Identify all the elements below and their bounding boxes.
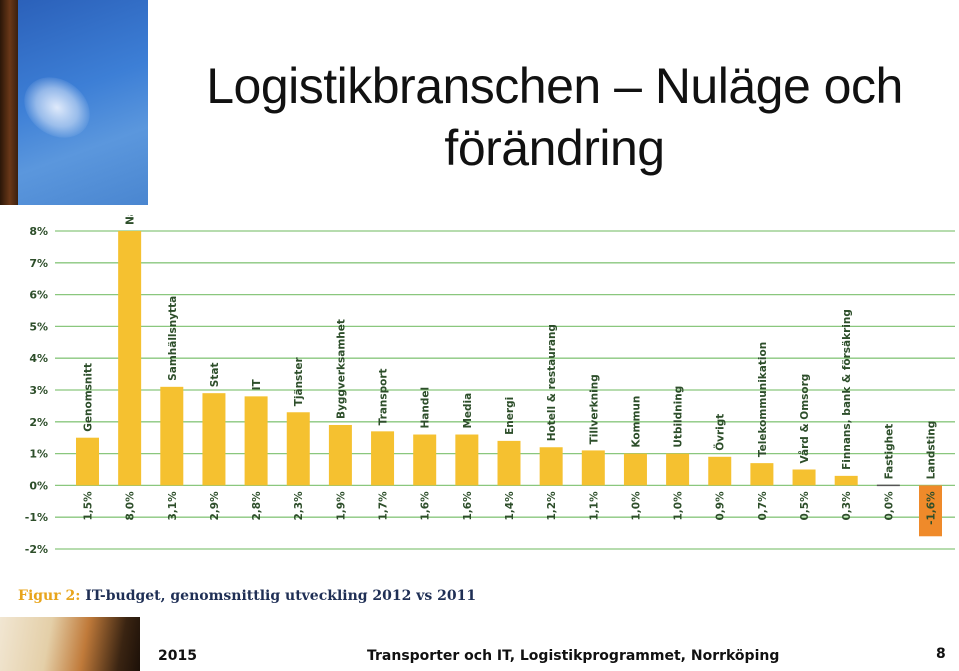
category-label: Telekommunikation	[757, 342, 769, 457]
footer-photo	[0, 617, 140, 671]
value-label: 0,5%	[799, 491, 811, 521]
y-tick-label: 5%	[29, 320, 48, 333]
value-label: 2,8%	[251, 491, 263, 521]
value-label: 0,7%	[757, 491, 769, 521]
value-label: 8,0%	[125, 491, 137, 521]
bar	[750, 463, 774, 486]
y-tick-label: 4%	[29, 352, 48, 365]
bar	[76, 437, 99, 486]
value-label: 1,0%	[630, 491, 642, 521]
bar	[286, 412, 310, 486]
y-tick-label: 8%	[29, 225, 48, 238]
bar	[708, 456, 732, 486]
y-tick-label: -1%	[25, 511, 48, 524]
figure-caption: Figur 2: IT-budget, genomsnittlig utveck…	[18, 588, 476, 604]
value-label: 3,1%	[167, 491, 179, 521]
value-label: 1,0%	[673, 491, 685, 521]
bar	[919, 485, 942, 537]
slide-title: Logistikbranschen – Nuläge och förändrin…	[206, 58, 903, 176]
category-label: IT	[251, 378, 263, 390]
y-tick-label: -2%	[25, 543, 48, 556]
category-label: Kommun	[630, 396, 642, 448]
bar	[792, 469, 816, 486]
category-label: Vård & Omsorg	[798, 374, 811, 464]
value-label: 1,9%	[335, 491, 347, 521]
category-label: Media	[462, 393, 474, 429]
bar	[834, 475, 858, 486]
bar	[118, 231, 142, 486]
bar	[328, 424, 352, 486]
value-label: 2,3%	[293, 491, 305, 521]
value-label: 1,7%	[378, 491, 390, 521]
category-label: Byggverksamhet	[335, 319, 347, 419]
footer-year: 2015	[158, 648, 197, 664]
category-label: Fastighet	[883, 424, 895, 480]
header-photo-pole	[0, 0, 18, 205]
y-tick-label: 1%	[29, 448, 48, 461]
value-label: 2,9%	[209, 491, 221, 521]
bar	[581, 450, 605, 486]
category-label: Utbildning	[673, 386, 685, 448]
y-tick-label: 3%	[29, 384, 48, 397]
value-label: 1,2%	[546, 491, 558, 521]
y-tick-label: 6%	[29, 289, 48, 302]
y-tick-label: 0%	[29, 479, 48, 492]
value-label: 1,1%	[588, 491, 600, 521]
value-label: 0,0%	[883, 491, 895, 521]
category-label: Tillverkning	[588, 374, 600, 444]
bar	[539, 447, 563, 486]
bar	[455, 434, 479, 486]
category-label: Tjänster	[293, 357, 305, 407]
header-photo-cloud	[12, 64, 102, 151]
category-label: Handel	[420, 387, 432, 429]
category-label: Landsting	[926, 421, 938, 480]
value-label: 0,9%	[715, 491, 727, 521]
value-label: -1,6%	[926, 491, 938, 525]
footer-text: Transporter och IT, Logistikprogrammet, …	[367, 648, 780, 664]
bar	[244, 396, 268, 486]
y-tick-label: 7%	[29, 257, 48, 270]
category-label: Finnans, bank & försäkring	[841, 309, 853, 470]
header-photo	[0, 0, 148, 205]
value-label: 0,3%	[841, 491, 853, 521]
value-label: 1,6%	[462, 491, 474, 521]
category-label: Hotell & restaurang	[546, 324, 558, 441]
bar	[666, 453, 690, 486]
bar	[413, 434, 437, 486]
value-label: 1,4%	[504, 491, 516, 521]
bar	[202, 393, 226, 486]
category-label: Naturresurser	[125, 215, 137, 225]
bar	[160, 386, 184, 486]
category-label: Energi	[504, 397, 516, 435]
bar	[497, 440, 521, 486]
figure-caption-text: IT-budget, genomsnittlig utveckling 2012…	[80, 588, 477, 604]
category-label: Stat	[209, 362, 221, 387]
value-label: 1,5%	[83, 491, 95, 521]
category-label: Övrigt	[713, 414, 727, 451]
it-budget-bar-chart: 8% 7% 6% 5% 4% 3% 2% 1% 0% -1% -2% Genomsnitt 1,5% Na…	[25, 215, 955, 556]
page-number: 8	[936, 646, 946, 662]
bar	[623, 453, 647, 486]
category-label: Samhällsnytta	[167, 296, 179, 381]
figure-caption-lead: Figur 2:	[18, 588, 81, 604]
bar	[371, 431, 395, 486]
category-label: Genomsnitt	[83, 363, 95, 432]
y-tick-label: 2%	[29, 416, 48, 429]
value-label: 1,6%	[420, 491, 432, 521]
category-label: Transport	[378, 368, 390, 425]
